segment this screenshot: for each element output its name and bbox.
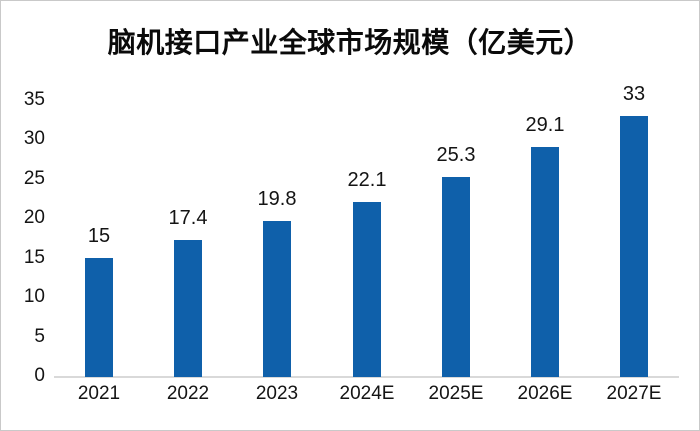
y-axis-label: 15 — [23, 247, 45, 268]
value-label: 22.1 — [347, 169, 387, 191]
value-label: 29.1 — [525, 114, 565, 136]
y-axis-label: 25 — [23, 168, 45, 189]
bar — [353, 202, 381, 377]
value-label: 25.3 — [436, 144, 476, 166]
bar — [531, 147, 559, 377]
value-label: 15 — [87, 225, 111, 247]
y-axis-label: 20 — [23, 207, 45, 228]
y-axis-label: 5 — [34, 326, 45, 347]
y-axis-label: 0 — [34, 365, 45, 386]
value-label: 33 — [622, 83, 646, 105]
x-axis-label: 2022 — [166, 383, 210, 404]
x-axis-label: 2026E — [517, 383, 573, 404]
bar — [620, 116, 648, 377]
bar — [263, 221, 291, 377]
y-axis-label: 10 — [23, 286, 45, 307]
bar — [174, 240, 202, 377]
x-axis-label: 2025E — [428, 383, 484, 404]
bar — [442, 177, 470, 377]
x-axis-label: 2021 — [77, 383, 121, 404]
x-axis-label: 2027E — [606, 383, 662, 404]
y-axis-label: 35 — [23, 89, 45, 110]
value-label: 19.8 — [257, 188, 297, 210]
x-axis-label: 2024E — [339, 383, 395, 404]
value-label: 17.4 — [168, 207, 208, 229]
y-axis-label: 30 — [23, 128, 45, 149]
x-axis-baseline — [54, 376, 679, 378]
chart-title: 脑机接口产业全球市场规模（亿美元） — [107, 27, 593, 58]
bar — [85, 258, 113, 377]
x-axis-label: 2023 — [255, 383, 299, 404]
